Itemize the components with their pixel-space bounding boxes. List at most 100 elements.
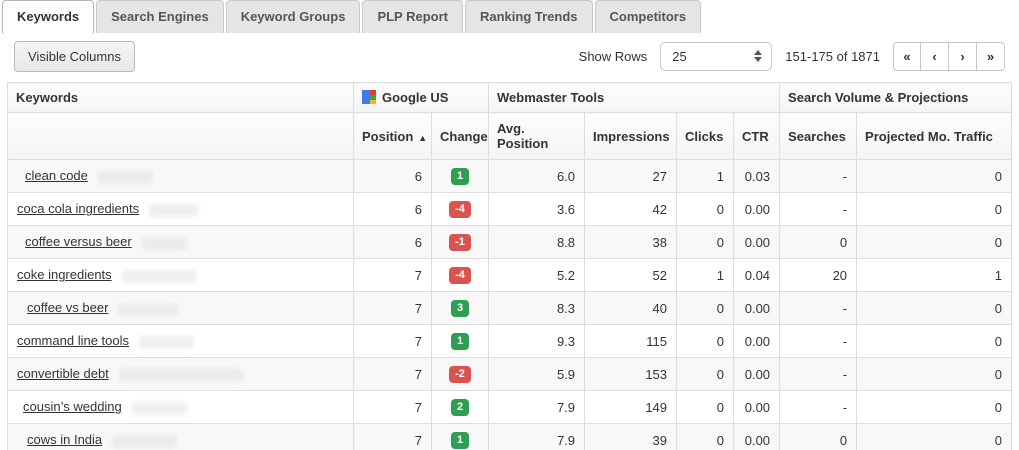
- prev-page-button[interactable]: ‹: [921, 42, 949, 71]
- ctr-cell: 0.03: [733, 159, 781, 193]
- projected-traffic-cell: 0: [856, 291, 1012, 325]
- tab-competitors[interactable]: Competitors: [594, 0, 702, 33]
- next-page-button[interactable]: ›: [949, 42, 977, 71]
- tab-keywords[interactable]: Keywords: [2, 0, 95, 33]
- searches-cell: 0: [779, 423, 858, 450]
- ctr-cell: 0.00: [733, 423, 781, 450]
- tab-search-engines[interactable]: Search Engines: [96, 0, 224, 33]
- keyword-link[interactable]: coffee vs beer: [27, 300, 109, 316]
- tab-ranking-trends[interactable]: Ranking Trends: [465, 0, 593, 33]
- redacted-text: [118, 368, 244, 382]
- redacted-text: [149, 203, 200, 217]
- change-cell: 1: [430, 324, 490, 358]
- col-change[interactable]: Change: [430, 112, 490, 160]
- tab-keyword-groups[interactable]: Keyword Groups: [225, 0, 361, 33]
- avg-position-cell: 7.9: [488, 423, 586, 450]
- keyword-cell: command line tools: [7, 324, 354, 358]
- redacted-text: [112, 434, 178, 448]
- col-projected-mo-traffic[interactable]: Projected Mo. Traffic: [856, 112, 1012, 160]
- projected-traffic-cell: 1: [856, 258, 1012, 292]
- visible-columns-button[interactable]: Visible Columns: [14, 41, 135, 72]
- projected-traffic-cell: 0: [856, 159, 1012, 193]
- projected-traffic-cell: 0: [856, 324, 1012, 358]
- col-avg-position[interactable]: Avg. Position: [488, 112, 586, 160]
- searches-cell: -: [779, 159, 858, 193]
- keyword-cell: coke ingredients: [7, 258, 354, 292]
- redacted-text: [139, 335, 194, 349]
- tab-plp-report[interactable]: PLP Report: [362, 0, 463, 33]
- header-group-row: Keywords Google US Webmaster Tools Searc…: [7, 82, 1012, 113]
- keyword-link[interactable]: command line tools: [17, 333, 129, 349]
- keyword-cell: coca cola ingredients: [7, 192, 354, 226]
- redacted-text: [97, 170, 153, 184]
- show-rows-select[interactable]: 25: [660, 42, 773, 71]
- projected-traffic-cell: 0: [856, 225, 1012, 259]
- col-clicks[interactable]: Clicks: [676, 112, 735, 160]
- ctr-cell: 0.00: [733, 324, 781, 358]
- avg-position-cell: 6.0: [488, 159, 586, 193]
- col-position[interactable]: Position ▲: [353, 112, 432, 160]
- clicks-cell: 1: [676, 258, 735, 292]
- clicks-cell: 0: [676, 192, 735, 226]
- keyword-link[interactable]: cousin’s wedding: [23, 399, 122, 415]
- clicks-cell: 0: [676, 324, 735, 358]
- change-badge: 2: [450, 399, 470, 416]
- position-cell: 7: [353, 258, 432, 292]
- keyword-cell: cows in India: [7, 423, 354, 450]
- ctr-cell: 0.00: [733, 291, 781, 325]
- keyword-link[interactable]: cows in India: [27, 432, 103, 448]
- keywords-table: Keywords Google US Webmaster Tools Searc…: [7, 82, 1012, 450]
- show-rows-value: 25: [672, 49, 687, 64]
- col-keyword-blank: [7, 112, 354, 160]
- avg-position-cell: 9.3: [488, 324, 586, 358]
- change-cell: -4: [430, 192, 490, 226]
- position-cell: 7: [353, 357, 432, 391]
- clicks-cell: 0: [676, 423, 735, 450]
- col-ctr[interactable]: CTR: [733, 112, 781, 160]
- last-page-button[interactable]: »: [977, 42, 1005, 71]
- impressions-cell: 42: [584, 192, 678, 226]
- keyword-link[interactable]: convertible debt: [17, 366, 109, 382]
- change-badge: 1: [450, 333, 470, 350]
- table-row: coffee vs beer 7 3 8.3 40 0 0.00 - 0: [7, 291, 1012, 325]
- table-body: clean code 6 1 6.0 27 1 0.03 - 0 coca co…: [7, 159, 1012, 450]
- impressions-cell: 153: [584, 357, 678, 391]
- ctr-cell: 0.00: [733, 225, 781, 259]
- table-row: coca cola ingredients 6 -4 3.6 42 0 0.00…: [7, 192, 1012, 226]
- first-page-button[interactable]: «: [893, 42, 921, 71]
- change-cell: 1: [430, 423, 490, 450]
- change-badge: 1: [450, 432, 470, 449]
- position-cell: 6: [353, 192, 432, 226]
- position-cell: 7: [353, 291, 432, 325]
- impressions-cell: 39: [584, 423, 678, 450]
- keyword-cell: coffee vs beer: [7, 291, 354, 325]
- keyword-cell: convertible debt: [7, 357, 354, 391]
- searches-cell: -: [779, 192, 858, 226]
- change-badge: -2: [449, 366, 471, 383]
- change-cell: 3: [430, 291, 490, 325]
- position-cell: 7: [353, 423, 432, 450]
- projected-traffic-cell: 0: [856, 390, 1012, 424]
- keyword-link[interactable]: coffee versus beer: [25, 234, 132, 250]
- searches-cell: 20: [779, 258, 858, 292]
- show-rows-label: Show Rows: [578, 49, 648, 64]
- position-cell: 7: [353, 324, 432, 358]
- clicks-cell: 0: [676, 225, 735, 259]
- keyword-link[interactable]: coke ingredients: [17, 267, 112, 283]
- redacted-text: [121, 269, 197, 283]
- change-cell: 1: [430, 159, 490, 193]
- table-row: cows in India 7 1 7.9 39 0 0.00 0 0: [7, 423, 1012, 450]
- change-cell: -2: [430, 357, 490, 391]
- impressions-cell: 27: [584, 159, 678, 193]
- group-webmaster-tools: Webmaster Tools: [488, 82, 781, 113]
- tab-bar: Keywords Search Engines Keyword Groups P…: [0, 0, 1019, 33]
- col-impressions[interactable]: Impressions: [584, 112, 678, 160]
- keyword-link[interactable]: coca cola ingredients: [17, 201, 140, 217]
- group-search-volume-projections: Search Volume & Projections: [779, 82, 1012, 113]
- impressions-cell: 40: [584, 291, 678, 325]
- col-searches[interactable]: Searches: [779, 112, 858, 160]
- change-cell: -1: [430, 225, 490, 259]
- ctr-cell: 0.00: [733, 192, 781, 226]
- ctr-cell: 0.04: [733, 258, 781, 292]
- keyword-link[interactable]: clean code: [25, 168, 88, 184]
